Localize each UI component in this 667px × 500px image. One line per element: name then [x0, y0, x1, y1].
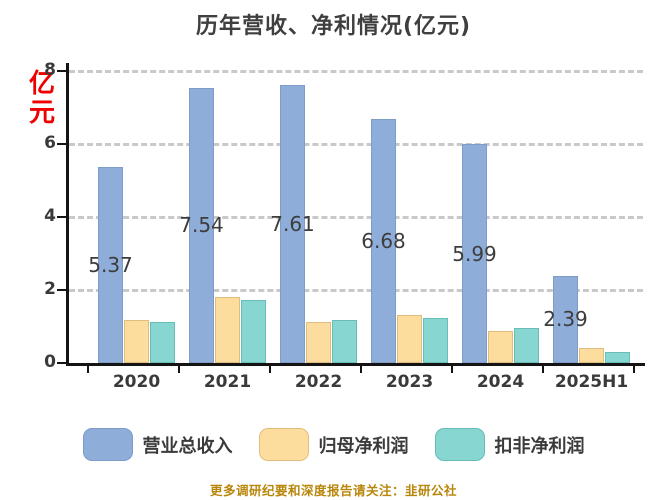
y-axis-tick-label: 6 [44, 133, 56, 153]
x-axis-tick [633, 366, 635, 373]
legend-swatch-net-profit [258, 428, 309, 461]
x-axis-tick [269, 366, 271, 373]
x-axis-tick [178, 366, 180, 373]
bar-value-label: 5.37 [88, 252, 133, 277]
bar-营业总收入-2024 [462, 144, 487, 363]
bar-归母净利润-2020 [124, 319, 149, 363]
footer-watermark: 更多调研纪要和深度报告请关注：韭研公社 [209, 483, 457, 498]
x-axis-tick [87, 366, 89, 373]
bar-营业总收入-2025H1 [553, 275, 578, 363]
legend-label-deducted-profit: 扣非净利润 [494, 435, 585, 457]
legend: 营业总收入 归母净利润 扣非净利润 [0, 428, 667, 461]
x-axis-line [66, 363, 645, 366]
legend-label-net-profit: 归母净利润 [318, 435, 409, 457]
bar-归母净利润-2024 [488, 330, 513, 363]
gridline [69, 70, 643, 73]
bar-扣非净利润-2022 [332, 319, 357, 363]
bar-扣非净利润-2023 [423, 318, 448, 363]
y-axis-tick [57, 289, 66, 291]
bar-扣非净利润-2024 [514, 327, 539, 363]
bar-扣非净利润-2025H1 [605, 352, 630, 363]
y-axis-tick [57, 143, 66, 145]
bar-归母净利润-2023 [397, 315, 422, 363]
gridline [69, 289, 643, 292]
bar-营业总收入-2023 [371, 119, 396, 363]
bar-归母净利润-2025H1 [579, 348, 604, 363]
bar-归母净利润-2022 [306, 322, 331, 363]
bar-扣非净利润-2020 [150, 322, 175, 363]
legend-item-net-profit: 归母净利润 [258, 428, 409, 461]
gridline [69, 216, 643, 219]
bar-value-label: 5.99 [452, 241, 497, 266]
y-axis-line [66, 63, 69, 366]
x-axis-category-label: 2024 [476, 372, 525, 392]
legend-swatch-deducted-profit [434, 428, 485, 461]
y-axis-tick [57, 216, 66, 218]
x-axis-tick [451, 366, 453, 373]
x-axis-category-label: 2023 [385, 372, 434, 392]
x-axis-tick [542, 366, 544, 373]
x-axis-category-label: 2020 [112, 372, 161, 392]
y-axis-tick-label: 0 [44, 352, 56, 372]
bar-营业总收入-2020 [98, 166, 123, 363]
bar-营业总收入-2021 [189, 87, 214, 363]
bar-value-label: 6.68 [361, 229, 406, 254]
x-axis-category-label: 2025H1 [554, 372, 629, 392]
x-axis-category-label: 2021 [203, 372, 252, 392]
x-axis-tick [360, 366, 362, 373]
bar-value-label: 2.39 [543, 307, 588, 332]
legend-label-revenue: 营业总收入 [142, 435, 233, 457]
bar-value-label: 7.54 [179, 213, 224, 238]
bar-归母净利润-2021 [215, 296, 240, 363]
bar-营业总收入-2022 [280, 85, 305, 363]
legend-swatch-revenue [82, 428, 133, 461]
y-axis-tick-label: 4 [44, 206, 56, 226]
x-axis-category-label: 2022 [294, 372, 343, 392]
bar-扣非净利润-2021 [241, 300, 266, 363]
y-axis-unit-label: 亿元 [28, 69, 55, 129]
y-axis-tick-label: 2 [44, 279, 56, 299]
bar-value-label: 7.61 [270, 212, 315, 237]
gridline [69, 143, 643, 146]
legend-item-deducted-profit: 扣非净利润 [434, 428, 585, 461]
y-axis-tick [57, 70, 66, 72]
legend-item-revenue: 营业总收入 [82, 428, 233, 461]
y-axis-tick-label: 8 [44, 60, 56, 80]
chart-title: 历年营收、净利情况(亿元) [195, 14, 472, 39]
y-axis-tick [57, 362, 66, 364]
